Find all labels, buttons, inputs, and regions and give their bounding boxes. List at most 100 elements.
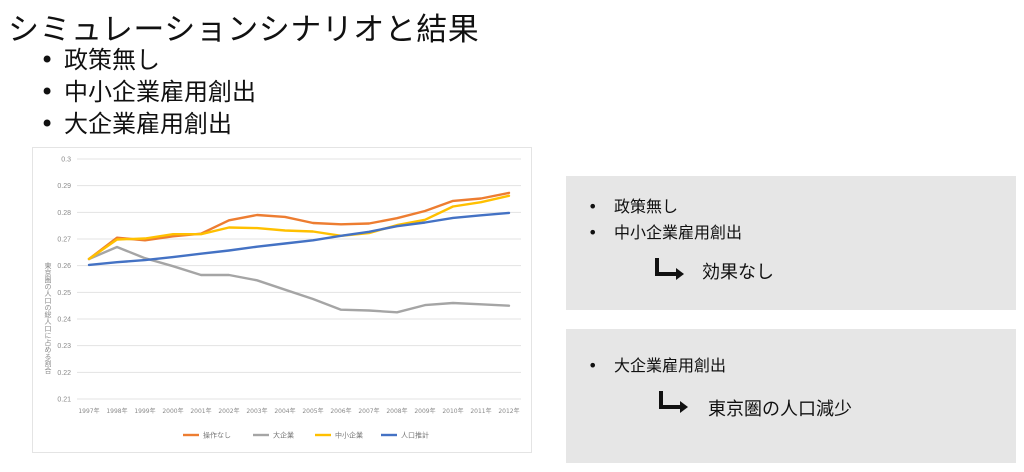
data-point	[508, 195, 510, 197]
data-point	[88, 258, 90, 260]
data-point	[116, 246, 118, 248]
x-tick-label: 2010年	[442, 407, 463, 415]
data-point	[508, 304, 510, 307]
result-text: 東京圏の人口減少	[708, 399, 852, 420]
data-point	[452, 302, 454, 304]
data-point	[312, 222, 314, 224]
y-tick-label: 0.22	[57, 370, 71, 377]
x-tick-label: 2012年	[498, 407, 519, 415]
data-point	[284, 229, 286, 232]
y-tick-label: 0.29	[57, 183, 71, 190]
data-point	[452, 217, 454, 219]
series-line	[87, 194, 511, 261]
return-arrow-icon	[659, 391, 688, 413]
y-tick-label: 0.21	[57, 397, 71, 404]
data-point	[312, 230, 314, 233]
y-tick-label: 0.23	[57, 343, 71, 350]
data-point	[228, 274, 230, 276]
result-box-no-effect: • 政策無し • 中小企業雇用創出 効果なし	[566, 176, 1016, 310]
data-point	[368, 231, 370, 233]
legend-label: 人口推計	[401, 431, 429, 440]
data-point	[172, 256, 174, 258]
scenario-label: 中小企業雇用創出	[64, 78, 256, 106]
series-line	[87, 245, 511, 314]
result-box-item: • 政策無し	[588, 194, 742, 220]
data-point	[340, 308, 342, 311]
data-point	[284, 288, 286, 291]
bullet-glyph: •	[588, 356, 598, 375]
data-point	[172, 233, 174, 235]
x-tick-label: 2002年	[218, 407, 239, 415]
result-box-item-label: 政策無し	[614, 197, 679, 216]
data-point	[424, 210, 426, 212]
data-point	[144, 257, 146, 259]
x-tick-label: 2001年	[190, 407, 211, 415]
legend-label: 中小企業	[335, 431, 363, 440]
line-chart: 東京圏の人口の総人口に占める割合 0.3 0.29 0.28 0.27 0.26 0.25…	[32, 147, 532, 453]
data-point	[480, 214, 482, 217]
result-box-item-label: 中小企業雇用創出	[614, 223, 743, 242]
bullet-glyph: •	[40, 110, 55, 138]
y-tick-label: 0.27	[57, 237, 71, 244]
scenario-item: • 中小企業雇用創出	[40, 76, 256, 108]
result-box-item: • 大企業雇用創出	[588, 353, 726, 379]
x-tick-label: 2009年	[414, 407, 435, 415]
data-point	[256, 227, 258, 229]
data-point	[172, 265, 174, 267]
y-tick-label: 0.3	[61, 157, 71, 164]
y-tick-label: 0.25	[57, 290, 71, 297]
x-tick-label: 2007年	[358, 407, 379, 415]
data-point	[116, 238, 118, 241]
x-tick-label: 2000年	[162, 407, 183, 415]
data-point	[256, 214, 258, 216]
data-point	[256, 279, 258, 282]
scenario-label: 政策無し	[64, 46, 160, 74]
data-point	[144, 239, 146, 242]
result-box-item-label: 大企業雇用創出	[614, 356, 727, 375]
result-text: 効果なし	[702, 262, 774, 283]
data-point	[340, 235, 342, 237]
data-point	[340, 223, 342, 226]
data-point	[452, 205, 454, 208]
x-tick-label: 2011年	[470, 407, 491, 415]
data-point	[452, 200, 454, 202]
data-point	[256, 245, 258, 248]
result-box-list: • 大企業雇用創出	[588, 353, 726, 379]
bullet-glyph: •	[40, 46, 55, 74]
bullet-glyph: •	[40, 78, 55, 106]
data-point	[88, 264, 90, 266]
y-axis-label: 東京圏の人口の総人口に占める割合	[44, 262, 52, 374]
data-point	[312, 239, 314, 242]
scenario-list: • 政策無し • 中小企業雇用創出 • 大企業雇用創出	[40, 44, 256, 140]
y-tick-label: 0.24	[57, 317, 71, 324]
data-point	[424, 221, 426, 224]
data-point	[144, 259, 146, 261]
scenario-item: • 大企業雇用創出	[40, 108, 256, 140]
y-tick-label: 0.26	[57, 263, 71, 270]
series-line	[87, 191, 511, 261]
x-tick-label: 1998年	[106, 407, 127, 415]
scenario-item: • 政策無し	[40, 44, 256, 76]
result-box-list: • 政策無し • 中小企業雇用創出	[588, 194, 742, 246]
data-point	[228, 226, 230, 229]
result-box-population-decline: • 大企業雇用創出 東京圏の人口減少	[566, 329, 1016, 463]
chart-svg: 0.3 0.29 0.28 0.27 0.26 0.25 0.24 0.23 0.22 0.21 1…	[57, 157, 521, 440]
data-point	[284, 216, 286, 218]
data-point	[144, 237, 146, 240]
result-box-item: • 中小企業雇用創出	[588, 220, 742, 246]
series-line	[87, 211, 511, 267]
data-point	[312, 298, 314, 300]
bullet-glyph: •	[588, 197, 598, 216]
data-point	[116, 261, 118, 263]
data-point	[284, 242, 286, 245]
data-point	[228, 219, 230, 222]
data-point	[200, 233, 202, 235]
data-point	[396, 217, 398, 219]
data-point	[200, 274, 202, 276]
y-tick-label: 0.28	[57, 210, 71, 217]
slide-title: シミュレーションシナリオと結果	[8, 12, 480, 48]
x-tick-label: 2008年	[386, 407, 407, 415]
x-tick-label: 1997年	[78, 407, 99, 415]
x-tick-label: 2006年	[330, 407, 351, 415]
x-tick-label: 1999年	[134, 407, 155, 415]
